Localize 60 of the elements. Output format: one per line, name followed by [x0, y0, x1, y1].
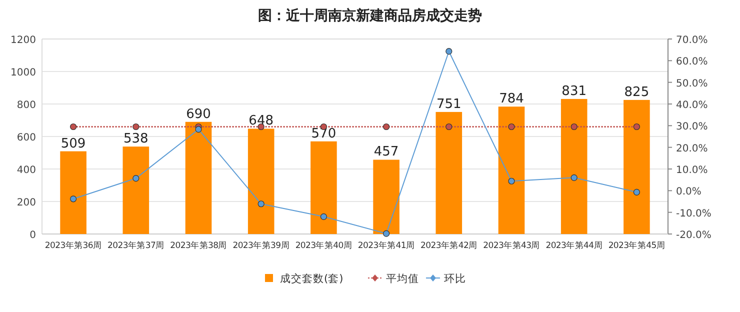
y-tick-label: 0 — [30, 230, 36, 241]
bar — [436, 112, 462, 234]
y2-tick-label: 50.0% — [676, 78, 708, 90]
bar — [373, 160, 400, 234]
y2-tick-label: 10.0% — [676, 165, 708, 176]
x-tick-label: 2023年第43周 — [483, 240, 540, 251]
y2-tick-label: 60.0% — [676, 56, 708, 68]
point — [383, 230, 390, 237]
x-tick-label: 2023年第40周 — [295, 240, 352, 251]
y2-tick-label: 0.0% — [676, 186, 702, 198]
point — [258, 200, 264, 208]
legend-label: 平均值 — [386, 273, 419, 285]
chart-title: 图：近十周南京新建商品房成交走势 — [258, 7, 482, 24]
bar — [248, 128, 274, 234]
x-tick-label: 2023年第38周 — [170, 240, 228, 251]
point — [633, 188, 640, 196]
bar — [122, 146, 150, 234]
bar — [310, 141, 337, 234]
point — [320, 213, 327, 220]
y-tick-label: 200 — [16, 198, 36, 208]
data-label: 784 — [499, 92, 524, 107]
data-label: 825 — [624, 84, 650, 100]
y2-tick-label: -10.0% — [676, 208, 712, 220]
data-label: 509 — [60, 136, 86, 152]
y2-tick-label: -20.0% — [676, 230, 712, 241]
y-tick-label: 1200 — [10, 35, 36, 46]
data-label: 831 — [562, 84, 587, 99]
point — [132, 175, 140, 182]
bar — [60, 151, 86, 234]
point — [570, 174, 578, 181]
x-tick-label: 2023年第42周 — [420, 240, 478, 251]
x-tick-label: 2023年第37周 — [108, 240, 165, 251]
y2-tick-label: 70.0% — [676, 35, 708, 46]
y-tick-label: 400 — [16, 165, 36, 176]
y-tick-label: 1000 — [10, 68, 36, 78]
y2-tick-label: 40.0% — [676, 100, 708, 111]
legend-label: 环比 — [444, 272, 466, 285]
point — [70, 196, 77, 202]
point — [446, 48, 452, 55]
data-label: 457 — [374, 144, 399, 160]
x-tick-label: 2023年第39周 — [232, 240, 290, 251]
y2-tick-label: 30.0% — [676, 122, 708, 133]
bar — [624, 100, 650, 234]
legend-label: 成交套数(套) — [280, 272, 344, 285]
x-tick-label: 2023年第45周 — [608, 240, 666, 251]
point — [508, 178, 515, 184]
x-tick-label: 2023年第41周 — [358, 240, 415, 251]
point — [195, 126, 202, 133]
x-tick-label: 2023年第44周 — [546, 240, 603, 251]
x-tick-label: 2023年第36周 — [44, 240, 102, 251]
y-tick-label: 600 — [16, 132, 36, 144]
data-label: 751 — [436, 96, 462, 112]
data-label: 538 — [123, 132, 148, 147]
bar — [498, 106, 525, 234]
bar — [185, 122, 212, 234]
data-label: 648 — [248, 114, 274, 129]
y-tick-label: 800 — [16, 100, 36, 111]
y2-tick-label: 20.0% — [676, 143, 708, 154]
bar — [560, 98, 588, 234]
data-label: 690 — [186, 106, 211, 122]
